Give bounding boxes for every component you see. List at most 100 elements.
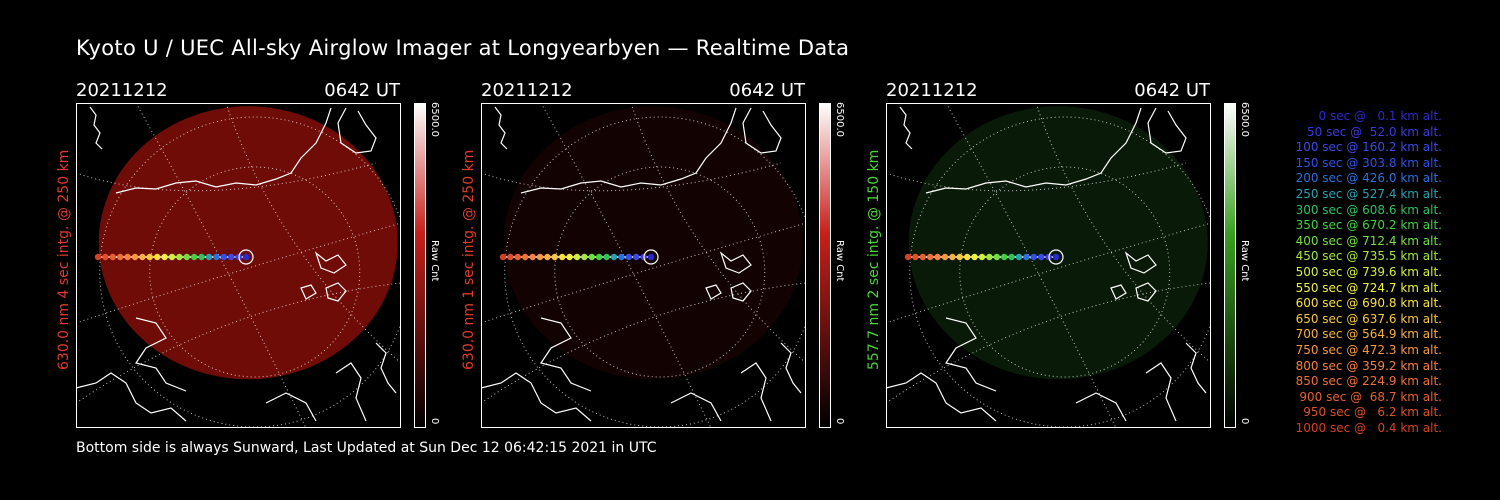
- panel-2-cbar-min: 0: [834, 418, 845, 425]
- legend-row: 550 sec @ 724.7 km alt.: [1295, 280, 1442, 295]
- coastline: [1110, 284, 1127, 300]
- trajectory-point: [618, 253, 625, 261]
- trajectory-point: [610, 253, 618, 261]
- coastline: [886, 372, 997, 422]
- trajectory-point: [927, 253, 934, 261]
- colorbar: [414, 103, 426, 428]
- coastline: [335, 362, 367, 422]
- trajectory-point: [544, 253, 551, 261]
- panel-2-map: [481, 103, 806, 428]
- trajectory-point: [1023, 253, 1030, 261]
- legend-row: 400 sec @ 712.4 km alt.: [1295, 233, 1442, 248]
- trajectory-point: [1030, 253, 1037, 261]
- legend-row: 800 sec @ 359.2 km alt.: [1295, 358, 1442, 373]
- trajectory-point: [986, 253, 993, 261]
- panel-2-cbar-unit: Raw Cnt: [834, 240, 845, 282]
- coastline: [740, 362, 772, 422]
- trajectory-point: [213, 253, 220, 261]
- trajectory-point: [242, 253, 250, 261]
- trajectory-point: [912, 253, 919, 261]
- legend-row: 700 sec @ 564.9 km alt.: [1295, 327, 1442, 342]
- legend-row: 1000 sec @ 0.4 km alt.: [1295, 421, 1442, 435]
- colorbar: [1224, 103, 1236, 428]
- panel-1-cbar-unit: Raw Cnt: [429, 240, 440, 282]
- panel-3-cbar-min: 0: [1239, 418, 1250, 425]
- coastline: [1075, 392, 1127, 422]
- panel-1-side-label: 630.0 nm 4 sec intg. @ 250 km: [56, 149, 72, 370]
- trajectory-point: [529, 253, 536, 261]
- trajectory-point: [514, 253, 521, 261]
- panel-3-cbar-unit: Raw Cnt: [1239, 240, 1250, 282]
- trajectory-point: [1008, 253, 1015, 261]
- panel-3-colorbar: [1224, 103, 1236, 428]
- colorbar: [819, 103, 831, 428]
- panel-3-map: [886, 103, 1211, 428]
- grid-line: [481, 222, 806, 324]
- grid-line: [630, 103, 806, 364]
- trajectory-point: [205, 253, 213, 261]
- station-marker: [643, 249, 659, 265]
- grid-line: [76, 162, 377, 192]
- panel-1-date: 20211212: [76, 80, 168, 101]
- grid-line: [76, 222, 401, 324]
- trajectory-point: [109, 253, 116, 261]
- trajectory-point: [625, 253, 632, 261]
- coastline: [76, 372, 187, 422]
- coastline: [494, 106, 508, 150]
- legend-row: 100 sec @ 160.2 km alt.: [1295, 140, 1442, 155]
- trajectory-point: [146, 253, 153, 261]
- trajectory-point: [941, 253, 949, 261]
- grid-line: [1035, 103, 1211, 364]
- footer-note: Bottom side is always Sunward, Last Upda…: [76, 440, 657, 456]
- grid-line: [959, 166, 1171, 378]
- coastline: [300, 284, 317, 300]
- legend-row: 350 sec @ 670.2 km alt.: [1295, 218, 1442, 233]
- trajectory-point: [1038, 253, 1045, 261]
- coastline: [899, 106, 913, 150]
- legend-row: 450 sec @ 735.5 km alt.: [1295, 249, 1442, 264]
- trajectory-point: [154, 253, 161, 261]
- coastline: [1135, 282, 1157, 302]
- panel-1-cbar-max: 6500.0: [429, 102, 440, 137]
- coastline: [925, 107, 1142, 194]
- trajectory-point: [904, 253, 912, 261]
- trajectory-point: [139, 253, 146, 261]
- legend-row: 750 sec @ 472.3 km alt.: [1295, 343, 1442, 357]
- coastline: [265, 392, 317, 422]
- trajectory-point: [596, 253, 603, 261]
- legend-row: 950 sec @ 6.2 km alt.: [1303, 405, 1442, 420]
- legend-row: 150 sec @ 303.8 km alt.: [1295, 155, 1442, 170]
- trajectory-point: [94, 253, 102, 261]
- grid-line: [540, 103, 712, 428]
- grid-line: [886, 222, 1211, 324]
- legend-row: 650 sec @ 637.6 km alt.: [1295, 311, 1442, 326]
- legend-row: 600 sec @ 690.8 km alt.: [1295, 296, 1442, 311]
- panel-2-date: 20211212: [481, 80, 573, 101]
- grid-line: [481, 162, 782, 192]
- station-marker: [238, 249, 254, 265]
- grid-line: [149, 166, 361, 378]
- legend-row: 300 sec @ 608.6 km alt.: [1295, 202, 1442, 217]
- grid-line: [886, 162, 1187, 192]
- coastline: [540, 317, 592, 392]
- panel-2-side-label: 630.0 nm 1 sec intg. @ 250 km: [461, 149, 477, 370]
- legend-row: 200 sec @ 426.0 km alt.: [1295, 171, 1442, 186]
- trajectory-point: [949, 253, 956, 261]
- trajectory-point: [228, 253, 235, 261]
- coastline: [1124, 251, 1157, 274]
- panel-2-cbar-max: 6500.0: [834, 102, 845, 137]
- coastline: [719, 251, 752, 274]
- trajectory-point: [566, 253, 573, 261]
- coastline: [337, 107, 377, 154]
- trajectory-point: [176, 253, 183, 261]
- coastline: [325, 282, 347, 302]
- coastline: [314, 251, 347, 274]
- panel-1-map: [76, 103, 401, 428]
- coastline: [1185, 342, 1207, 394]
- trajectory-point: [647, 253, 655, 261]
- trajectory-point: [1052, 253, 1060, 261]
- coastline: [742, 107, 782, 154]
- coastline: [481, 372, 592, 422]
- legend-row: 900 sec @ 68.7 km alt.: [1299, 389, 1442, 404]
- trajectory-point: [131, 253, 139, 261]
